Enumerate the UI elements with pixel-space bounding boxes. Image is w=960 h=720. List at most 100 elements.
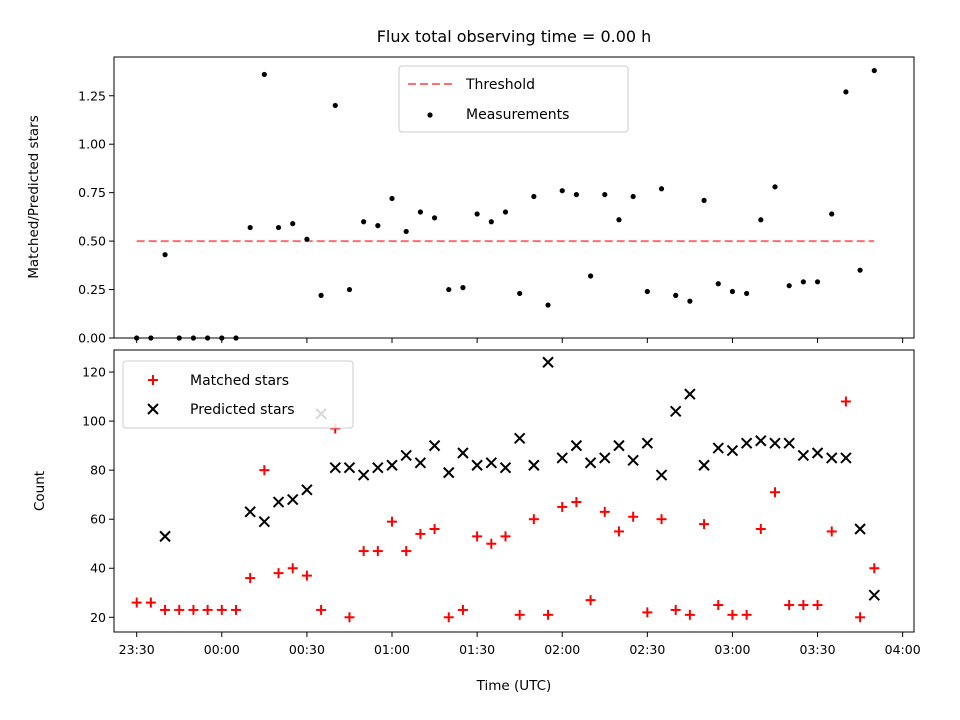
legend-matched-label: Matched stars — [190, 373, 289, 389]
y-tick-label: 80 — [90, 463, 106, 478]
predicted-star-point — [655, 469, 668, 481]
legend-box — [398, 65, 629, 133]
matched-star-point — [344, 612, 355, 623]
predicted-star-point — [372, 461, 384, 474]
matched-star-point — [741, 609, 752, 620]
predicted-star-point — [698, 459, 710, 471]
matched-star-point — [855, 612, 866, 623]
measurement-point — [658, 186, 665, 192]
y-tick-label: 1.25 — [78, 88, 106, 103]
matched-star-point — [528, 514, 539, 525]
measurement-point — [176, 335, 182, 341]
matched-star-point — [826, 526, 837, 537]
measurement-point — [205, 335, 211, 341]
predicted-star-point — [769, 437, 781, 449]
x-tick-label: 03:30 — [800, 642, 836, 657]
matched-star-point — [230, 604, 241, 615]
matched-star-point — [131, 597, 142, 608]
measurement-point — [701, 197, 707, 204]
ratio-panel-frame — [113, 56, 915, 339]
measurement-point — [829, 211, 835, 217]
legend-predicted-label: Predicted stars — [190, 402, 295, 418]
measurement-point — [545, 302, 551, 308]
measurement-point — [744, 290, 750, 297]
ratio-x-ticks — [136, 338, 904, 343]
x-tick-label: 01:00 — [374, 642, 410, 657]
x-axis-label: Time (UTC) — [476, 678, 552, 694]
predicted-star-point — [159, 530, 171, 543]
predicted-star-point — [854, 523, 866, 535]
x-tick-label: 01:30 — [459, 642, 495, 657]
measurement-point — [786, 283, 792, 289]
predicted-star-point — [357, 469, 370, 481]
matched-star-point — [571, 497, 582, 508]
legend-box — [122, 360, 354, 429]
measurement-point — [758, 217, 764, 223]
measurement-point — [814, 279, 821, 285]
count-panel-frame — [113, 349, 915, 633]
x-tick-label: 04:00 — [885, 642, 921, 657]
matched-star-point — [145, 597, 156, 608]
measurement-point — [261, 71, 267, 78]
legend-matched-swatch — [148, 375, 158, 385]
measurement-point — [134, 335, 140, 341]
predicted-star-point — [684, 388, 696, 400]
matched-star-point — [372, 546, 383, 557]
matched-star-point — [387, 516, 398, 527]
predicted-star-point — [570, 439, 583, 452]
ratio-legend: Threshold Measurements — [398, 65, 629, 133]
ratio-marks — [134, 67, 877, 341]
measurement-point — [431, 215, 438, 221]
predicted-star-point — [726, 444, 739, 457]
x-tick-label: 00:30 — [289, 642, 325, 657]
measurement-point — [304, 236, 310, 242]
matched-star-point — [543, 609, 554, 620]
count-y-axis-label: Count — [32, 471, 48, 511]
predicted-star-point — [641, 437, 654, 449]
matched-star-point — [812, 600, 823, 611]
predicted-star-point — [613, 439, 625, 452]
predicted-star-point — [272, 496, 285, 508]
measurement-point — [474, 211, 480, 217]
matched-star-point — [699, 519, 710, 530]
predicted-star-point — [499, 461, 512, 474]
measurement-point — [517, 290, 523, 297]
measurement-point — [857, 267, 863, 273]
measurement-point — [190, 335, 197, 341]
y-tick-label: 1.00 — [78, 137, 106, 152]
count-y-axis: 20 40 60 80 100 120 — [82, 365, 114, 625]
y-tick-label: 0.25 — [78, 282, 106, 297]
ratio-panel: 0.00 0.25 0.50 0.75 1.00 1.25 Matched/Predict… — [26, 56, 915, 346]
measurement-point — [502, 209, 509, 215]
legend-threshold-label: Threshold — [465, 77, 535, 93]
measurement-point — [644, 288, 650, 295]
matched-star-point — [245, 573, 256, 584]
legend-measurement-label: Measurements — [466, 107, 569, 123]
matched-star-point — [599, 506, 610, 517]
predicted-star-point — [599, 452, 611, 464]
y-tick-label: 20 — [90, 610, 106, 625]
x-tick-label: 02:30 — [629, 642, 665, 657]
y-tick-label: 100 — [82, 414, 106, 429]
y-tick-label: 40 — [90, 561, 106, 576]
predicted-star-point — [457, 447, 469, 459]
measurement-point — [715, 281, 721, 287]
measurement-point — [871, 67, 877, 74]
matched-star-point — [429, 524, 440, 535]
measurement-point — [148, 335, 154, 341]
y-tick-label: 60 — [90, 512, 106, 527]
predicted-star-point — [528, 459, 540, 471]
y-tick-label: 0.75 — [78, 185, 106, 200]
matched-star-point — [557, 501, 568, 512]
predicted-star-point — [627, 454, 639, 467]
predicted-star-point — [811, 447, 824, 459]
predicted-star-point — [740, 437, 753, 449]
predicted-star-point — [244, 506, 256, 518]
predicted-star-point — [712, 442, 724, 454]
predicted-star-point — [329, 461, 341, 474]
matched-star-point — [727, 609, 738, 620]
chart-title: Flux total observing time = 0.00 h — [377, 27, 652, 46]
measurement-point — [729, 288, 736, 295]
matched-star-point — [869, 563, 880, 574]
